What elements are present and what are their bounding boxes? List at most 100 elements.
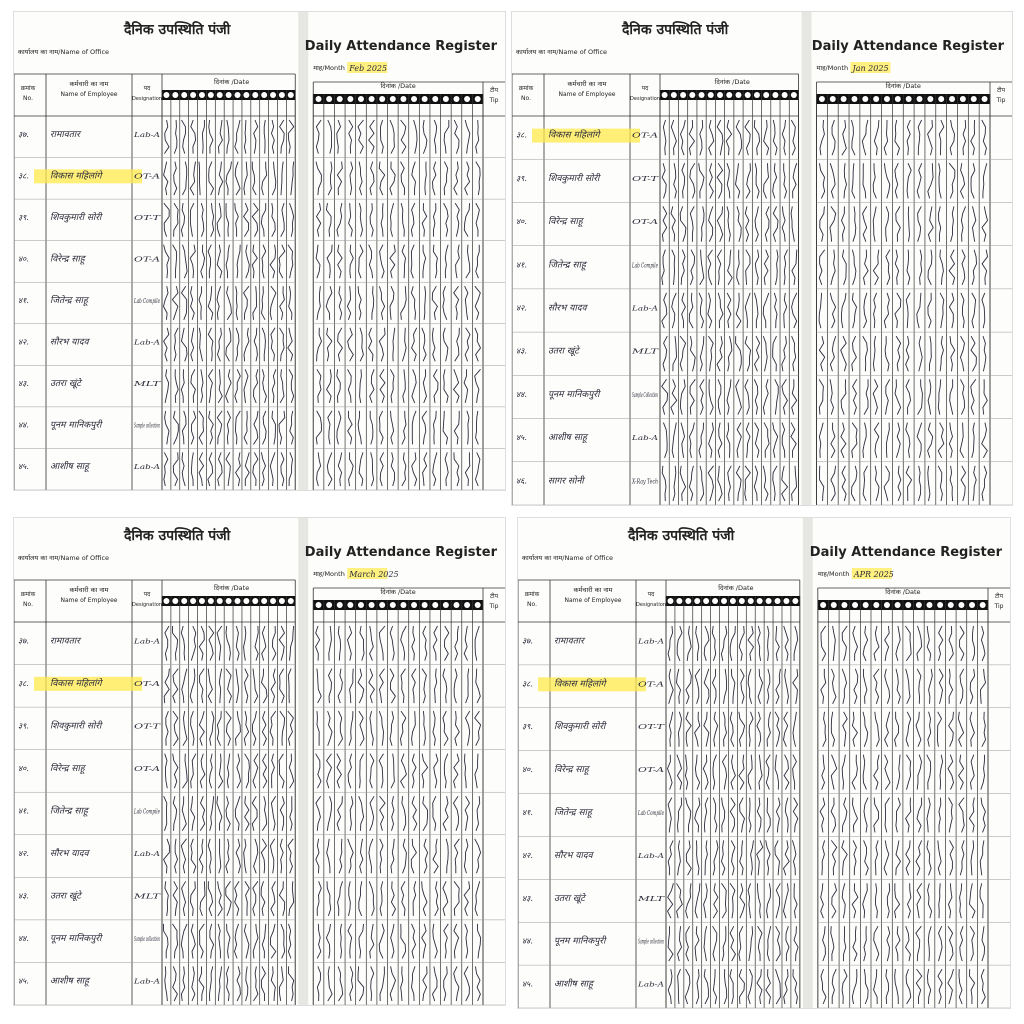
signature-scribble — [464, 710, 471, 746]
signature-scribble — [225, 369, 232, 404]
signature-scribble — [316, 369, 322, 403]
signature-scribble — [433, 203, 437, 237]
date-cell-dot — [830, 602, 837, 608]
signature-scribble — [791, 249, 798, 285]
signature-scribble — [748, 926, 754, 962]
signature-scribble — [413, 119, 418, 154]
date-cell-dot — [347, 96, 354, 102]
page-fold — [298, 12, 309, 490]
row-number: ३८. — [522, 679, 533, 688]
signature-scribble — [358, 244, 364, 279]
signature-scribble — [783, 969, 789, 1005]
signature-scribble — [390, 923, 395, 959]
signature-scribble — [207, 369, 214, 403]
signature-scribble — [174, 369, 179, 403]
signature-scribble — [793, 926, 799, 962]
signature-scribble — [251, 711, 257, 746]
date-cell-dot — [726, 92, 733, 98]
signature-scribble — [681, 163, 686, 199]
date-cell-dot — [474, 602, 481, 608]
signature-scribble — [739, 883, 746, 919]
signature-scribble — [739, 797, 745, 833]
signature-scribble — [422, 711, 426, 746]
signature-scribble — [189, 668, 196, 704]
signature-scribble — [905, 465, 913, 502]
signature-scribble — [862, 754, 867, 790]
signature-scribble — [357, 966, 365, 1002]
designation: OT-A — [638, 766, 665, 774]
signature-scribble — [181, 327, 188, 362]
signature-scribble — [337, 966, 344, 1002]
signature-scribble — [243, 119, 247, 154]
signature-scribble — [937, 465, 943, 502]
header-desig: पद — [144, 591, 151, 598]
signature-scribble — [226, 119, 230, 154]
signature-scribble — [288, 881, 295, 916]
signature-scribble — [793, 883, 798, 919]
signature-scribble — [744, 335, 752, 372]
signature-scribble — [337, 625, 342, 661]
signature-scribble — [792, 969, 798, 1005]
date-cell-dot — [389, 602, 396, 608]
signature-scribble — [919, 249, 923, 285]
signature-scribble — [840, 335, 847, 372]
signature-scribble — [895, 926, 901, 962]
date-cell-dot — [198, 598, 205, 604]
signature-scribble — [915, 840, 923, 876]
signature-scribble — [378, 410, 384, 445]
signature-scribble — [411, 161, 416, 196]
employee-name: जितेन्द्र साहू — [548, 258, 588, 271]
signature-scribble — [455, 244, 460, 279]
signature-scribble — [818, 336, 826, 372]
signature-scribble — [851, 465, 858, 502]
signature-scribble — [411, 452, 418, 487]
signature-scribble — [433, 119, 438, 154]
signature-scribble — [235, 327, 240, 362]
signature-scribble — [729, 968, 734, 1005]
signature-scribble — [315, 838, 320, 874]
signature-scribble — [336, 161, 343, 196]
signature-scribble — [703, 711, 710, 747]
signature-scribble — [894, 119, 900, 156]
signature-scribble — [712, 883, 719, 919]
signature-scribble — [378, 625, 386, 661]
signature-scribble — [959, 163, 966, 199]
signature-scribble — [226, 286, 232, 321]
signature-scribble — [235, 410, 241, 445]
signature-scribble — [454, 625, 459, 661]
signature-scribble — [840, 422, 847, 458]
signature-scribble — [368, 881, 375, 917]
signature-scribble — [432, 625, 438, 661]
header-desig-en: Designation — [132, 602, 162, 608]
signature-scribble — [790, 119, 796, 156]
signature-scribble — [279, 838, 284, 874]
date-cell-dot — [421, 96, 428, 102]
signature-scribble — [198, 327, 203, 362]
signature-scribble — [411, 369, 417, 404]
signature-scribble — [316, 966, 322, 1002]
employee-name: विरेन्द्र साहू — [50, 252, 87, 265]
date-cell-dot — [190, 598, 197, 604]
signature-scribble — [716, 119, 724, 156]
signature-scribble — [917, 379, 923, 415]
signature-scribble — [736, 206, 742, 242]
signature-scribble — [767, 625, 770, 661]
signature-scribble — [884, 797, 890, 833]
signature-scribble — [830, 249, 836, 285]
row-number: ४१. — [522, 808, 533, 817]
signature-scribble — [792, 163, 798, 199]
signature-scribble — [244, 753, 250, 789]
signature-scribble — [735, 163, 741, 199]
date-cell-dot — [707, 92, 714, 98]
signature-scribble — [475, 410, 479, 445]
signature-scribble — [434, 881, 439, 917]
date-cell-dot — [379, 96, 386, 102]
signature-scribble — [982, 335, 987, 372]
date-cell-dot — [287, 598, 294, 604]
signature-scribble — [762, 379, 769, 415]
signature-scribble — [905, 625, 912, 662]
signature-scribble — [927, 163, 934, 199]
signature-scribble — [668, 668, 674, 704]
signature-scribble — [348, 119, 354, 154]
signature-scribble — [348, 203, 353, 237]
